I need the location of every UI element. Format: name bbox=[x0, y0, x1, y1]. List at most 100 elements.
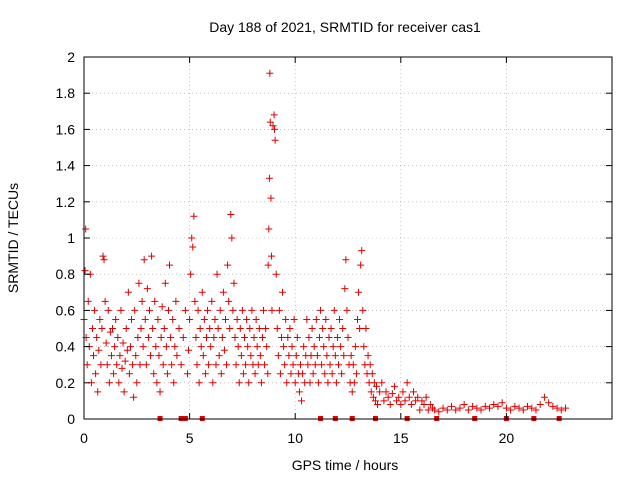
data-point bbox=[215, 352, 223, 360]
data-point bbox=[313, 352, 321, 360]
x-axis-label: GPS time / hours bbox=[292, 457, 399, 473]
data-point bbox=[187, 270, 195, 278]
data-point bbox=[362, 325, 370, 332]
data-point bbox=[134, 334, 142, 342]
data-point bbox=[197, 343, 205, 351]
data-point bbox=[553, 404, 561, 412]
data-point bbox=[519, 406, 527, 414]
data-point bbox=[261, 361, 269, 369]
data-point bbox=[369, 393, 377, 401]
data-point bbox=[181, 306, 189, 314]
data-point bbox=[287, 370, 295, 378]
data-point bbox=[117, 306, 125, 314]
data-point bbox=[154, 315, 162, 323]
data-point bbox=[540, 393, 548, 401]
data-point bbox=[264, 261, 272, 269]
data-point bbox=[515, 404, 523, 412]
data-point bbox=[456, 404, 464, 412]
data-point bbox=[486, 404, 494, 412]
data-point bbox=[142, 361, 150, 369]
data-point bbox=[242, 361, 250, 369]
data-point bbox=[232, 361, 240, 369]
data-point bbox=[359, 306, 367, 314]
data-point bbox=[219, 288, 227, 296]
data-point bbox=[96, 315, 104, 323]
data-point bbox=[280, 343, 288, 351]
data-point bbox=[216, 306, 224, 314]
data-point bbox=[473, 404, 481, 412]
data-point bbox=[322, 315, 330, 323]
data-point bbox=[186, 315, 194, 323]
data-point bbox=[311, 361, 319, 369]
data-point bbox=[266, 69, 274, 77]
data-point bbox=[104, 306, 112, 314]
data-point bbox=[139, 343, 147, 351]
data-point bbox=[395, 393, 403, 401]
data-point bbox=[140, 256, 148, 264]
data-point bbox=[246, 325, 254, 332]
data-point bbox=[304, 361, 312, 369]
data-point bbox=[268, 252, 276, 260]
y-tick-label: 1.2 bbox=[56, 194, 76, 210]
data-point bbox=[388, 390, 396, 398]
data-point bbox=[121, 357, 129, 365]
data-point bbox=[390, 382, 398, 390]
data-point bbox=[225, 297, 233, 305]
data-point bbox=[264, 370, 272, 378]
data-point bbox=[494, 402, 502, 410]
data-point bbox=[114, 334, 122, 342]
data-point bbox=[230, 279, 238, 287]
data-point bbox=[113, 361, 121, 369]
data-point bbox=[147, 352, 155, 360]
data-point bbox=[183, 370, 191, 378]
data-point bbox=[271, 125, 279, 133]
data-point bbox=[252, 315, 260, 323]
data-point bbox=[312, 315, 320, 323]
data-point bbox=[277, 334, 285, 342]
data-point bbox=[196, 325, 204, 332]
data-point bbox=[380, 397, 388, 405]
data-point bbox=[347, 352, 355, 360]
data-point bbox=[257, 379, 265, 387]
data-point bbox=[260, 306, 268, 314]
data-point bbox=[223, 361, 231, 369]
data-point bbox=[314, 379, 322, 387]
data-point bbox=[384, 393, 392, 401]
data-point bbox=[357, 261, 365, 269]
data-point bbox=[320, 343, 328, 351]
data-point bbox=[164, 306, 172, 314]
data-point bbox=[412, 397, 420, 405]
y-tick-label: 0 bbox=[67, 411, 75, 427]
data-point bbox=[152, 343, 160, 351]
data-point bbox=[285, 352, 293, 360]
data-point bbox=[163, 370, 171, 378]
data-point bbox=[350, 379, 358, 387]
data-point bbox=[300, 343, 308, 351]
data-point bbox=[439, 404, 447, 412]
data-point bbox=[199, 352, 207, 360]
data-point bbox=[222, 315, 230, 323]
data-point bbox=[238, 306, 246, 314]
data-point bbox=[243, 315, 251, 323]
data-point bbox=[82, 225, 90, 233]
data-point bbox=[175, 325, 183, 332]
data-point bbox=[137, 325, 145, 332]
data-point bbox=[144, 334, 152, 342]
data-point bbox=[443, 406, 451, 414]
data-point bbox=[91, 306, 99, 314]
data-point bbox=[296, 361, 304, 369]
data-point bbox=[256, 352, 264, 360]
data-point bbox=[370, 379, 378, 387]
data-point bbox=[244, 343, 252, 351]
data-point bbox=[128, 315, 136, 323]
data-point bbox=[414, 393, 422, 401]
data-point bbox=[248, 306, 256, 314]
data-point bbox=[452, 406, 460, 414]
data-point bbox=[193, 361, 201, 369]
data-point bbox=[122, 325, 130, 332]
data-point bbox=[170, 379, 178, 387]
data-point bbox=[502, 404, 510, 412]
data-point bbox=[293, 334, 301, 342]
data-point bbox=[268, 306, 276, 314]
data-point bbox=[233, 315, 241, 323]
